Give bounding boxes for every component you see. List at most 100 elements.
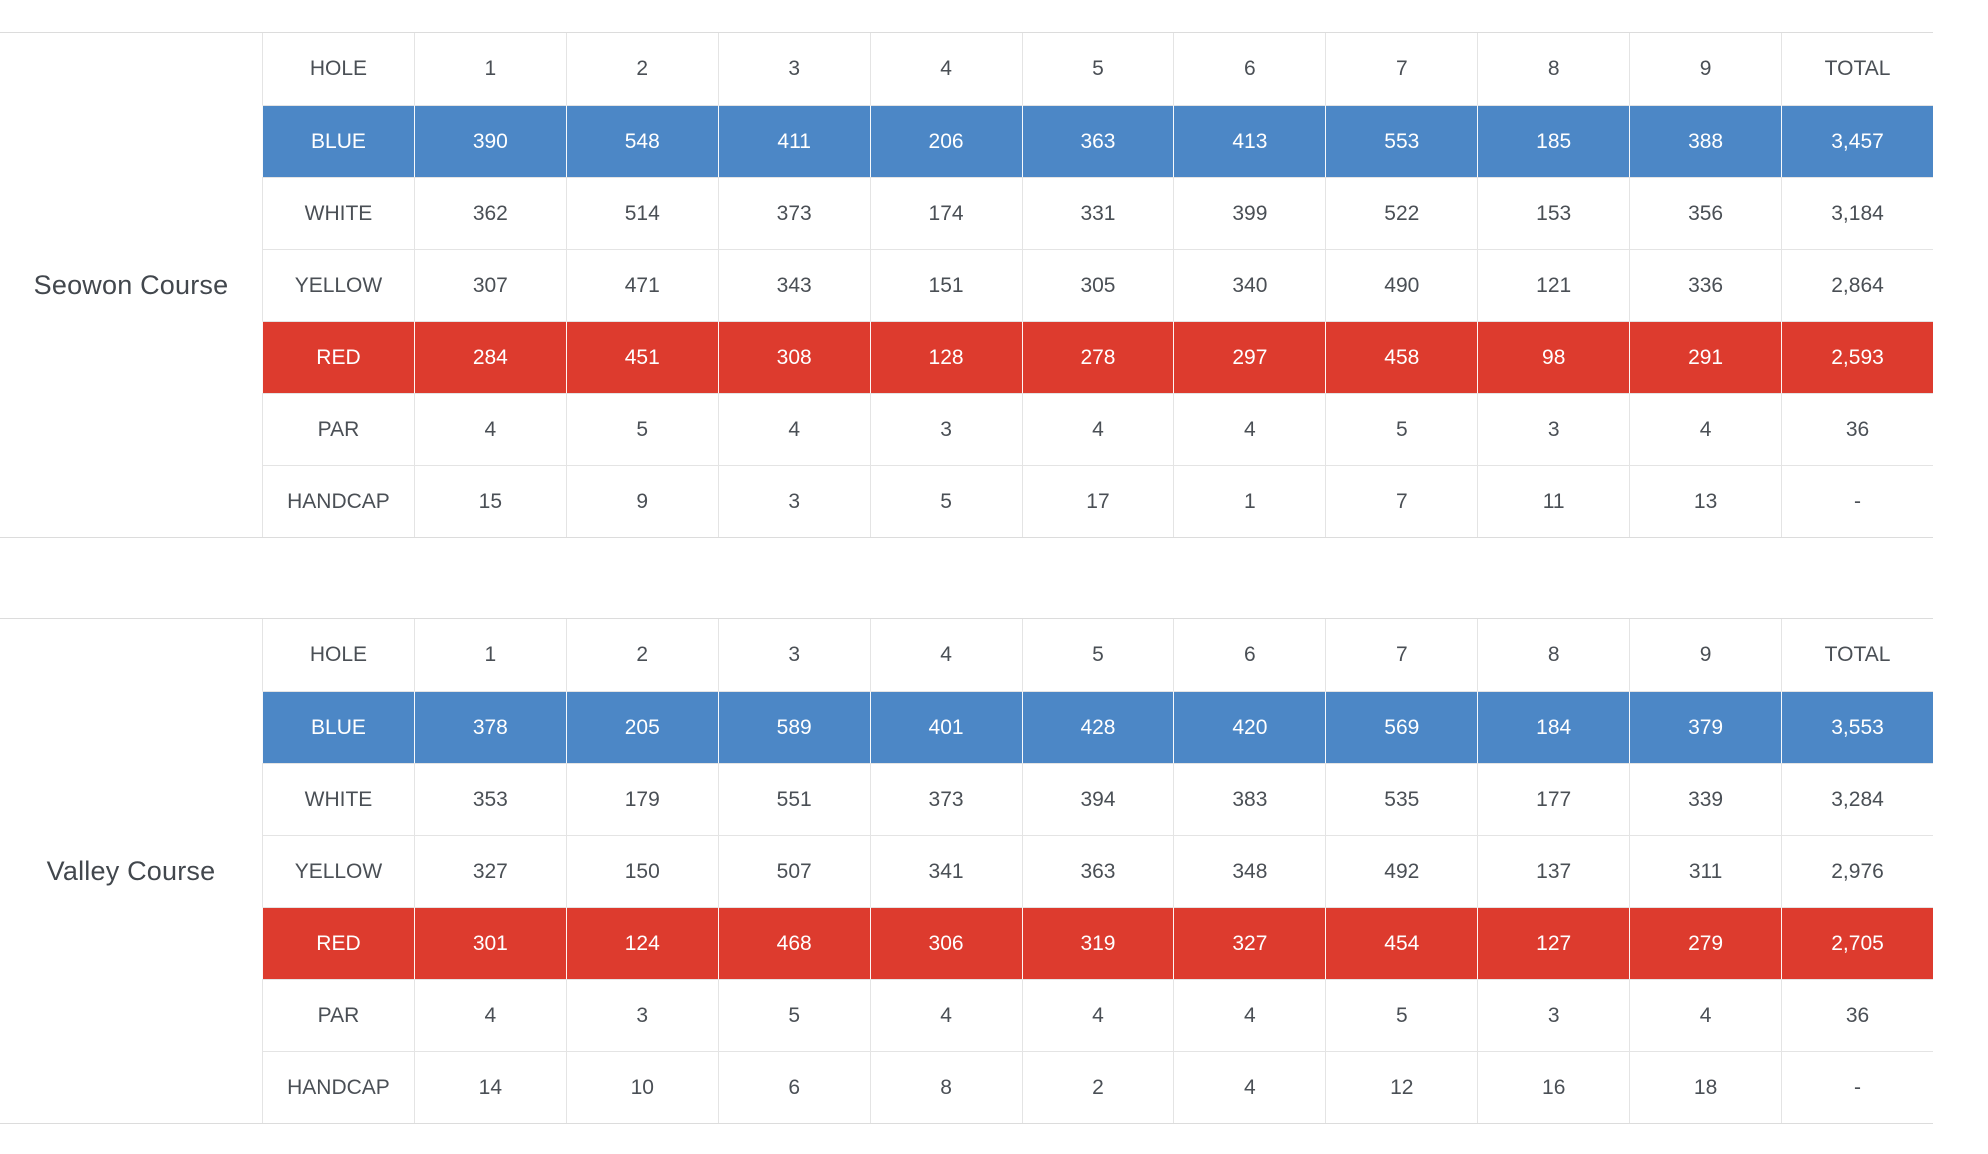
value-cell: 4 — [1173, 393, 1326, 465]
value-cell: 284 — [413, 321, 566, 393]
value-cell: 343 — [717, 249, 870, 321]
value-cell: 307 — [413, 249, 566, 321]
value-cell: 4 — [869, 979, 1022, 1051]
hole-number-header: 2 — [565, 33, 718, 105]
score-table-valley-course: HOLE 1 2 3 4 5 6 7 8 9 TOTAL BLUE 378 205 589 401 428 420… — [262, 619, 1933, 1123]
total-cell: 3,184 — [1781, 177, 1933, 249]
value-cell: 278 — [1021, 321, 1174, 393]
row-blue: BLUE 378 205 589 401 428 420 569 184 379 3,553 — [262, 691, 1933, 763]
value-cell: 311 — [1629, 835, 1782, 907]
value-cell: 336 — [1629, 249, 1782, 321]
value-cell: 362 — [413, 177, 566, 249]
row-red: RED 284 451 308 128 278 297 458 98 291 2,593 — [262, 321, 1933, 393]
value-cell: 589 — [717, 691, 870, 763]
scorecard-page: Seowon Course HOLE 1 2 3 4 5 6 7 8 9 TOTAL BLUE 390 54… — [0, 32, 1933, 1124]
value-cell: 507 — [717, 835, 870, 907]
total-cell: 3,284 — [1781, 763, 1933, 835]
value-cell: 4 — [413, 393, 566, 465]
hole-number-header: 7 — [1325, 33, 1477, 105]
value-cell: 4 — [1021, 979, 1174, 1051]
value-cell: 137 — [1477, 835, 1630, 907]
score-table-seowon-course: HOLE 1 2 3 4 5 6 7 8 9 TOTAL BLUE 390 548 411 206 363 413… — [262, 33, 1933, 537]
total-header: TOTAL — [1781, 33, 1933, 105]
value-cell: 174 — [869, 177, 1022, 249]
value-cell: 340 — [1173, 249, 1326, 321]
value-cell: 15 — [413, 465, 566, 537]
value-cell: 185 — [1477, 105, 1630, 177]
value-cell: 390 — [413, 105, 566, 177]
value-cell: 363 — [1021, 105, 1174, 177]
total-cell: 2,593 — [1781, 321, 1933, 393]
row-par: PAR 4 5 4 3 4 4 5 3 4 36 — [262, 393, 1933, 465]
value-cell: 13 — [1629, 465, 1782, 537]
value-cell: 184 — [1477, 691, 1630, 763]
hole-number-header: 3 — [717, 619, 870, 691]
value-cell: 331 — [1021, 177, 1174, 249]
hole-number-header: 9 — [1629, 619, 1781, 691]
total-cell: 36 — [1781, 393, 1933, 465]
hole-number-header: 8 — [1477, 33, 1629, 105]
value-cell: 206 — [869, 105, 1022, 177]
value-cell: 411 — [717, 105, 870, 177]
value-cell: 16 — [1477, 1051, 1630, 1123]
row-label-handcap: HANDCAP — [262, 1051, 414, 1123]
value-cell: 4 — [1629, 979, 1782, 1051]
total-cell: 2,864 — [1781, 249, 1933, 321]
value-cell: 3 — [1477, 979, 1630, 1051]
row-white: WHITE 353 179 551 373 394 383 535 177 339 3,284 — [262, 763, 1933, 835]
row-label-red: RED — [262, 907, 414, 979]
row-label-blue: BLUE — [262, 105, 414, 177]
row-handcap: HANDCAP 15 9 3 5 17 1 7 11 13- — [262, 465, 1933, 537]
hole-number-header: 6 — [1173, 33, 1325, 105]
value-cell: 353 — [413, 763, 566, 835]
row-yellow: YELLOW 327 150 507 341 363 348 492 137 311 2,976 — [262, 835, 1933, 907]
hole-number-header: 1 — [413, 619, 566, 691]
hole-number-header: 5 — [1021, 33, 1174, 105]
value-cell: 18 — [1629, 1051, 1782, 1123]
row-label-yellow: YELLOW — [262, 249, 414, 321]
total-cell: 36 — [1781, 979, 1933, 1051]
value-cell: 319 — [1021, 907, 1174, 979]
value-cell: 383 — [1173, 763, 1326, 835]
header-row: HOLE 1 2 3 4 5 6 7 8 9 TOTAL — [262, 33, 1933, 105]
value-cell: 468 — [717, 907, 870, 979]
value-cell: 5 — [565, 393, 718, 465]
value-cell: 413 — [1173, 105, 1326, 177]
value-cell: 2 — [1021, 1051, 1174, 1123]
hole-number-header: 3 — [717, 33, 870, 105]
value-cell: 401 — [869, 691, 1022, 763]
hole-number-header: 4 — [869, 33, 1022, 105]
value-cell: 378 — [413, 691, 566, 763]
value-cell: 6 — [717, 1051, 870, 1123]
row-label-blue: BLUE — [262, 691, 414, 763]
value-cell: 388 — [1629, 105, 1782, 177]
value-cell: 7 — [1325, 465, 1478, 537]
value-cell: 124 — [565, 907, 718, 979]
value-cell: 492 — [1325, 835, 1478, 907]
value-cell: 12 — [1325, 1051, 1478, 1123]
value-cell: 179 — [565, 763, 718, 835]
value-cell: 5 — [717, 979, 870, 1051]
value-cell: 553 — [1325, 105, 1478, 177]
row-par: PAR 4 3 5 4 4 4 5 3 4 36 — [262, 979, 1933, 1051]
hole-number-header: 4 — [869, 619, 1022, 691]
value-cell: 128 — [869, 321, 1022, 393]
value-cell: 4 — [1173, 1051, 1326, 1123]
course-scorecard-valley-course: Valley Course HOLE 1 2 3 4 5 6 7 8 9 TOTAL BLUE 378 20… — [0, 618, 1933, 1124]
hole-header-label: HOLE — [262, 619, 414, 691]
value-cell: 205 — [565, 691, 718, 763]
value-cell: 399 — [1173, 177, 1326, 249]
course-name: Valley Course — [46, 855, 216, 886]
value-cell: 3 — [869, 393, 1022, 465]
value-cell: 514 — [565, 177, 718, 249]
value-cell: 11 — [1477, 465, 1630, 537]
hole-number-header: 6 — [1173, 619, 1325, 691]
value-cell: 151 — [869, 249, 1022, 321]
value-cell: 4 — [413, 979, 566, 1051]
value-cell: 177 — [1477, 763, 1630, 835]
row-label-handcap: HANDCAP — [262, 465, 414, 537]
row-red: RED 301 124 468 306 319 327 454 127 279 2,705 — [262, 907, 1933, 979]
value-cell: 279 — [1629, 907, 1782, 979]
value-cell: 363 — [1021, 835, 1174, 907]
value-cell: 356 — [1629, 177, 1782, 249]
